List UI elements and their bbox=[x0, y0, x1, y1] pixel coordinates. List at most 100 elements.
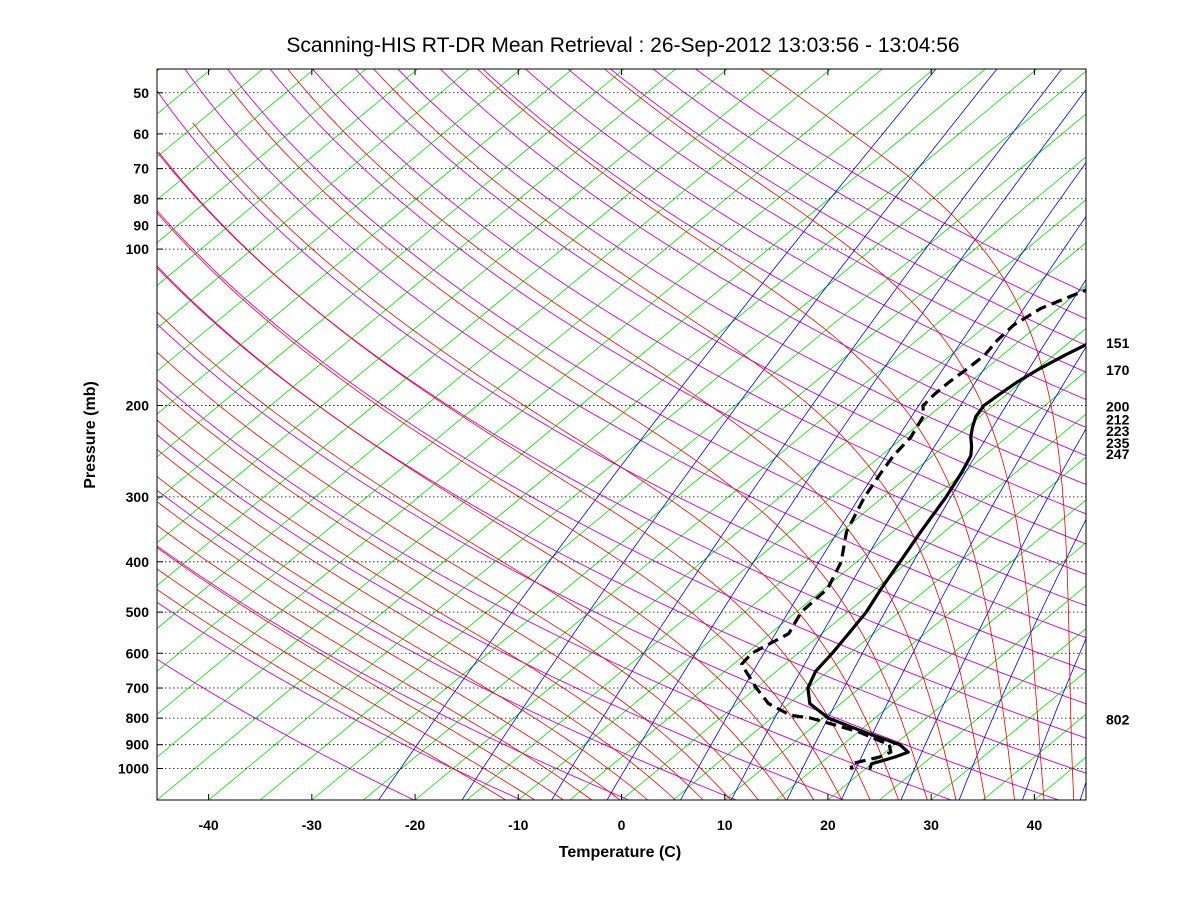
dry-adiabat-line bbox=[609, 69, 1086, 346]
y-axis-ticks: 50 60 70 80 90 100 200 300 400 500 600 700 800 900 100… bbox=[118, 85, 163, 776]
y-tick-label: 600 bbox=[126, 645, 150, 661]
moist-adiabat-line bbox=[157, 476, 648, 800]
level-label: 151 bbox=[1106, 335, 1130, 351]
moist-adiabat-line bbox=[157, 351, 759, 800]
dry-adiabat-line bbox=[157, 378, 952, 800]
mixing-ratio-line bbox=[378, 69, 937, 800]
isotherm-line bbox=[157, 69, 676, 501]
moist-adiabat-line bbox=[157, 568, 535, 800]
background-lines bbox=[157, 69, 1086, 800]
y-tick-label: 50 bbox=[133, 85, 149, 101]
moist-adiabat-line bbox=[157, 212, 843, 800]
dry-adiabat-line bbox=[567, 69, 1086, 373]
mixing-ratio-line bbox=[840, 346, 1086, 800]
dry-adiabat-line bbox=[157, 601, 522, 800]
dry-adiabat-line bbox=[157, 489, 737, 800]
moist-adiabat-line bbox=[192, 122, 899, 800]
isotherm-line bbox=[930, 670, 1086, 800]
dry-adiabat-line bbox=[157, 658, 415, 800]
isobar-grid bbox=[157, 92, 1086, 769]
dry-adiabat-line bbox=[652, 69, 1086, 320]
level-label: 223 bbox=[1106, 423, 1130, 439]
dry-adiabat-line bbox=[157, 209, 1086, 739]
level-label: 235 bbox=[1106, 435, 1130, 451]
isotherm-line bbox=[157, 69, 367, 244]
isotherm-line bbox=[157, 69, 831, 630]
dry-adiabat-line bbox=[524, 69, 1086, 401]
isotherm-line bbox=[414, 242, 1086, 800]
isotherm-line bbox=[518, 327, 1086, 800]
level-label: 802 bbox=[1106, 712, 1130, 728]
moist-adiabat-line bbox=[373, 69, 986, 800]
isotherm-line bbox=[879, 628, 1086, 800]
isotherm-line bbox=[157, 69, 573, 415]
x-tick-label: -40 bbox=[198, 817, 218, 833]
isotherm-line bbox=[157, 69, 780, 587]
isotherm-line bbox=[157, 69, 986, 758]
moist-adiabat-line bbox=[157, 419, 704, 800]
moist-adiabat-line bbox=[157, 524, 592, 800]
level-label: 212 bbox=[1106, 412, 1130, 428]
dry-adiabat-line bbox=[269, 69, 1086, 575]
y-tick-label: 100 bbox=[126, 241, 150, 257]
dry-adiabat-line bbox=[354, 69, 1086, 515]
isotherm-line bbox=[672, 456, 1086, 800]
x-tick-label: 30 bbox=[923, 817, 939, 833]
moist-adiabat-line bbox=[157, 387, 731, 800]
y-tick-label: 300 bbox=[126, 489, 150, 505]
dry-adiabat-line bbox=[157, 545, 630, 800]
mixing-ratio-line bbox=[730, 215, 1086, 800]
mixing-ratio-line bbox=[900, 427, 1086, 800]
y-tick-label: 400 bbox=[126, 554, 150, 570]
isotherm-line bbox=[208, 70, 1086, 800]
isotherm-line bbox=[157, 69, 418, 287]
moist-adiabat-line bbox=[477, 69, 1015, 800]
mixing-ratio-line bbox=[551, 69, 1063, 800]
moist-adiabat-line bbox=[229, 88, 928, 800]
isotherm-line bbox=[724, 499, 1086, 800]
dry-adiabat-line bbox=[157, 151, 1086, 705]
dry-adiabat-line bbox=[226, 69, 1086, 607]
level-label: 200 bbox=[1106, 398, 1130, 414]
dry-adiabat-line bbox=[439, 69, 1086, 457]
moist-adiabat-line bbox=[157, 449, 676, 800]
level-label: 170 bbox=[1106, 362, 1130, 378]
x-tick-label: 0 bbox=[618, 817, 626, 833]
isotherm-line bbox=[311, 156, 1086, 800]
dry-adiabat-line bbox=[184, 69, 1086, 639]
dry-adiabat-line bbox=[157, 434, 844, 800]
y-tick-label: 800 bbox=[126, 710, 150, 726]
isotherm-line bbox=[259, 113, 1086, 800]
moist-adiabat-line bbox=[760, 69, 1075, 800]
isotherm-line bbox=[363, 199, 1086, 800]
y-tick-label: 900 bbox=[126, 737, 150, 753]
isotherm-line bbox=[157, 69, 728, 544]
moist-adiabat-line bbox=[287, 69, 957, 800]
isotherm-line bbox=[827, 585, 1086, 800]
chart-title: Scanning-HIS RT-DR Mean Retrieval : 26-S… bbox=[286, 34, 959, 57]
dry-adiabat-line bbox=[157, 323, 1059, 800]
x-tick-label: 20 bbox=[820, 817, 836, 833]
y-tick-label: 70 bbox=[133, 161, 149, 177]
isotherm-line bbox=[466, 285, 1086, 800]
dry-adiabat-line bbox=[397, 69, 1086, 485]
x-axis-label: Temperature (C) bbox=[559, 844, 681, 861]
y-tick-label: 200 bbox=[126, 397, 150, 413]
moist-adiabat-line bbox=[157, 588, 506, 800]
dry-adiabat-line bbox=[312, 69, 1086, 545]
x-tick-label: -30 bbox=[302, 817, 322, 833]
y-tick-label: 60 bbox=[133, 126, 149, 142]
moist-adiabat-line bbox=[157, 311, 787, 800]
mixing-ratio-line bbox=[461, 69, 998, 800]
isotherm-line bbox=[157, 69, 315, 201]
isotherm-line bbox=[157, 69, 522, 372]
isotherm-line bbox=[157, 69, 1038, 800]
y-axis-label: Pressure (mb) bbox=[82, 381, 99, 489]
x-tick-label: -10 bbox=[508, 817, 528, 833]
y-tick-label: 1000 bbox=[118, 760, 149, 776]
isotherm-line bbox=[157, 69, 625, 458]
moist-adiabat-line bbox=[603, 69, 1045, 800]
dry-adiabat-line bbox=[482, 69, 1086, 428]
dry-adiabat-line bbox=[157, 89, 1086, 671]
